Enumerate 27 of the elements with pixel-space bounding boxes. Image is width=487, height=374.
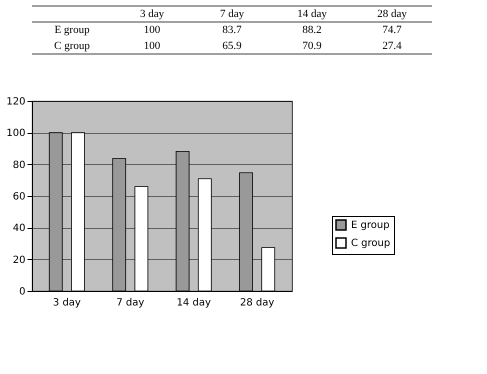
y-tick-label: 40 (12, 223, 26, 234)
category-label: 7 day (220, 8, 245, 20)
x-tick-label: 14 day (176, 298, 211, 308)
data-label: 74.7 (382, 24, 402, 36)
legend-label: C group (351, 238, 390, 249)
category-label: 14 day (297, 8, 328, 20)
text: E group (54, 24, 90, 36)
x-tick-label: 28 day (240, 298, 274, 308)
y-tick-label: 60 (12, 192, 26, 202)
data-label: 83.7 (222, 24, 242, 36)
data-label: 27.4 (382, 40, 402, 52)
data-label: 100 (144, 24, 161, 36)
y-tick-label: 120 (6, 96, 26, 108)
data-label: 70.9 (302, 40, 322, 52)
category-label: 28 day (377, 8, 408, 20)
y-tick-label: 80 (12, 160, 26, 171)
y-tick-label: 20 (12, 254, 26, 266)
legend-label: E group (351, 220, 390, 231)
x-tick-label: 3 day (52, 298, 81, 308)
data-label: 65.9 (222, 40, 242, 52)
y-tick-label: 0 (19, 286, 26, 298)
y-tick-label: 100 (6, 128, 26, 140)
text: C group (54, 40, 90, 52)
data-label: 100 (144, 40, 161, 52)
data-label: 88.2 (302, 24, 322, 36)
x-tick-label: 7 day (116, 298, 144, 308)
category-label: 3 day (140, 8, 165, 20)
